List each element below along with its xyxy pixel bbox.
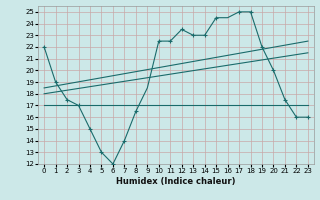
X-axis label: Humidex (Indice chaleur): Humidex (Indice chaleur) [116,177,236,186]
